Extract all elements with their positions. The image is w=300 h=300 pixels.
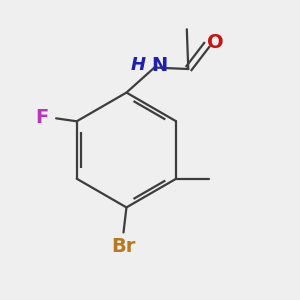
Text: H: H [131,56,146,74]
Text: N: N [152,56,168,75]
Text: F: F [35,108,49,127]
Text: Br: Br [111,237,136,256]
Text: O: O [207,33,224,52]
